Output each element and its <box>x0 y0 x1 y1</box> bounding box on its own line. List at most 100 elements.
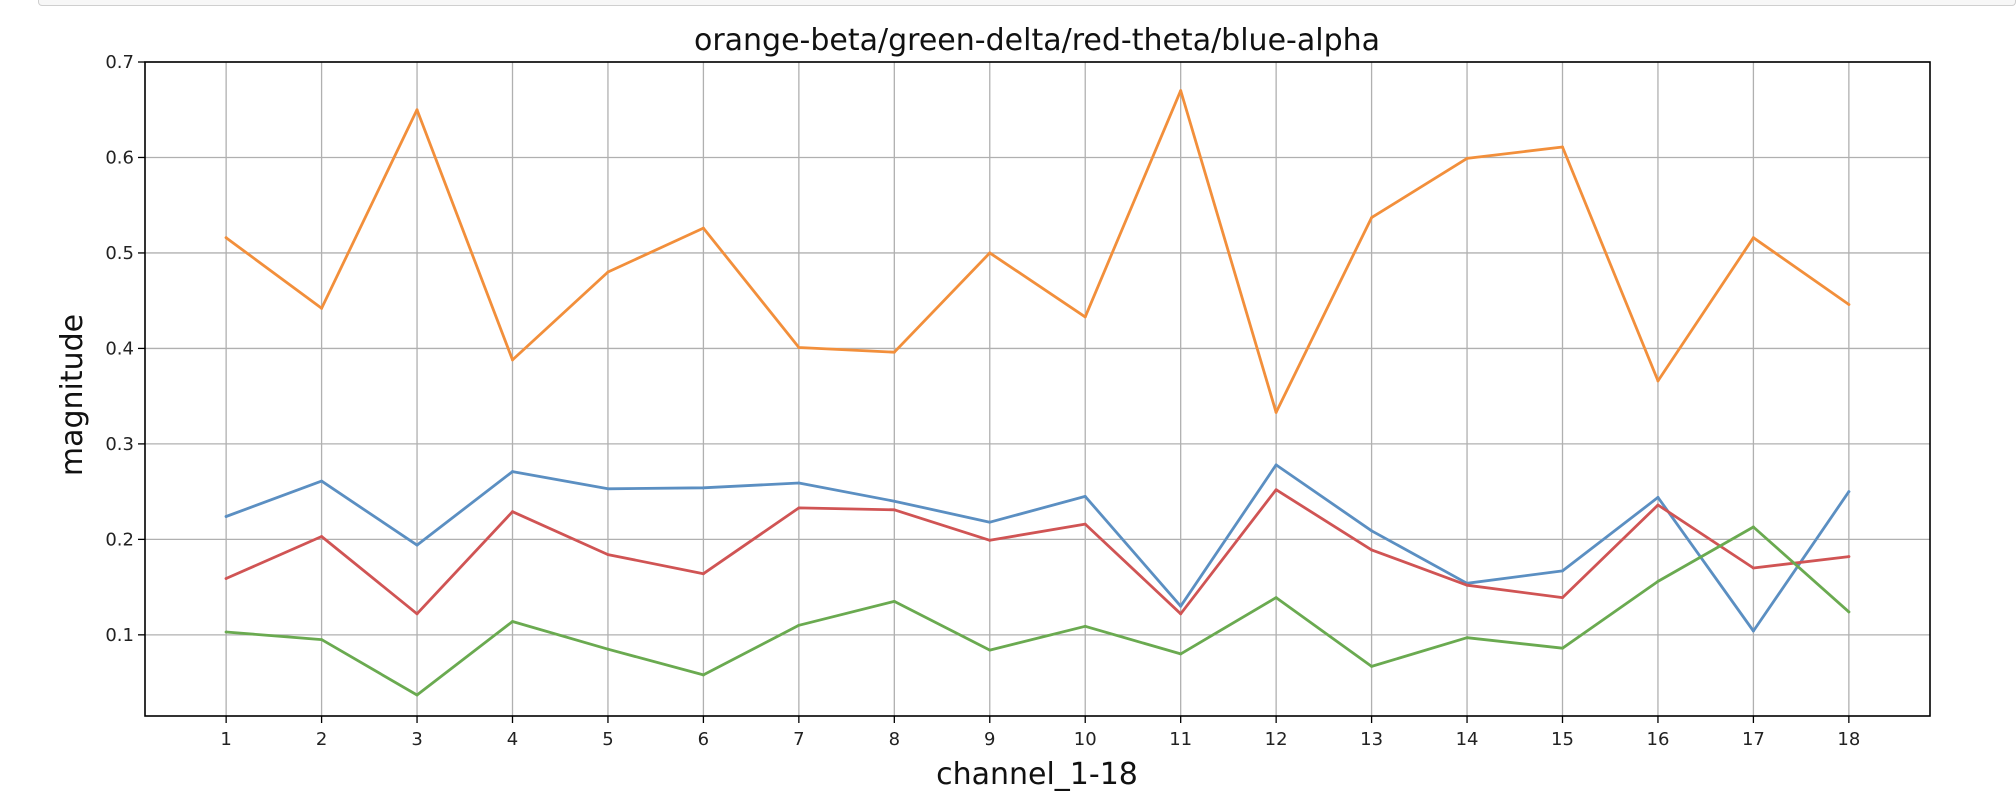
series-3-point <box>1274 488 1278 492</box>
series-4-point <box>415 693 419 697</box>
series-2-point <box>1656 495 1660 499</box>
y-tick-label: 0.6 <box>105 147 134 168</box>
x-tick-label: 7 <box>793 729 804 750</box>
series-4-point <box>892 600 896 603</box>
series-4-point <box>1083 624 1087 628</box>
x-tick-label: 13 <box>1360 729 1383 750</box>
series-1-point <box>892 350 896 354</box>
series-3-point <box>702 572 705 576</box>
series-3-point <box>1561 596 1564 600</box>
series-4-point <box>606 647 610 651</box>
x-tick-label: 8 <box>889 729 900 750</box>
series-3-point <box>415 612 419 616</box>
series-1-point <box>797 346 801 349</box>
series-2-point <box>1561 569 1564 573</box>
series-1-point <box>1847 303 1851 306</box>
series-line-1 <box>224 89 1851 414</box>
series-3-point <box>511 510 514 514</box>
series-4-point <box>1752 525 1755 529</box>
y-tick-label: 0.4 <box>105 338 134 359</box>
series-1-point <box>1465 157 1469 160</box>
series-2-point <box>988 520 992 524</box>
series-2-point <box>224 515 228 518</box>
series-2-point <box>320 479 323 483</box>
series-line-4 <box>224 525 1851 697</box>
series-3-point <box>1752 566 1755 570</box>
y-axis-label: magnitude <box>55 314 90 476</box>
series-4-point <box>702 673 705 677</box>
series-1-point <box>1274 410 1278 414</box>
series-2-point <box>1370 529 1373 533</box>
y-tick-label: 0.3 <box>105 434 134 455</box>
series-4-point <box>1370 664 1373 668</box>
x-tick-label: 5 <box>602 729 613 750</box>
series-1-point <box>1752 236 1755 240</box>
series-4-point <box>320 638 323 642</box>
y-tick-label: 0.7 <box>105 52 134 73</box>
series-2-point <box>1179 604 1183 608</box>
series-4-point <box>1847 610 1851 614</box>
series-2-point <box>606 487 610 491</box>
chart-title: orange-beta/green-delta/red-theta/blue-a… <box>694 23 1380 58</box>
series-line-2 <box>224 463 1851 633</box>
series-4-point <box>988 648 992 652</box>
series-line-3 <box>224 488 1851 616</box>
x-tick-label: 16 <box>1647 729 1670 750</box>
series-3-point <box>1179 612 1183 616</box>
x-tick-label: 4 <box>507 729 518 750</box>
series-4-point <box>1465 636 1469 640</box>
series-3-point <box>1656 503 1660 507</box>
y-tick-label: 0.2 <box>105 529 134 550</box>
series-2-point <box>1274 463 1278 467</box>
series-1-point <box>320 306 323 310</box>
series-1-point <box>1179 89 1183 93</box>
x-tick-label: 6 <box>698 729 709 750</box>
x-tick-label: 10 <box>1074 729 1097 750</box>
series-2-point <box>511 470 514 473</box>
series-2-point <box>415 543 419 547</box>
series-3-point <box>1847 555 1851 558</box>
x-tick-label: 3 <box>411 729 422 750</box>
x-tick-label: 18 <box>1837 729 1860 750</box>
series-3-point <box>988 538 992 542</box>
series-4-point <box>1656 579 1660 583</box>
series-1-point <box>1656 379 1660 383</box>
x-tick-label: 14 <box>1456 729 1479 750</box>
series-1-point <box>415 108 419 112</box>
series-4-point <box>1179 652 1183 656</box>
x-tick-label: 11 <box>1169 729 1192 750</box>
x-tick-label: 1 <box>220 729 231 750</box>
x-tick-label: 12 <box>1265 729 1288 750</box>
data-lines <box>224 89 1851 697</box>
series-2-point <box>1847 490 1851 494</box>
series-3-point <box>892 508 896 512</box>
series-3-point <box>320 535 323 538</box>
series-3-point <box>606 553 610 557</box>
series-1-point <box>606 270 610 274</box>
plot-area-border <box>144 61 1931 717</box>
series-3-point <box>1083 522 1087 526</box>
series-1-point <box>1561 145 1564 149</box>
series-4-point <box>511 620 514 623</box>
series-4-point <box>797 623 801 627</box>
series-1-point <box>511 358 514 362</box>
series-3-point <box>1370 548 1373 552</box>
series-2-point <box>797 481 801 485</box>
series-2-point <box>1083 495 1087 498</box>
series-4-point <box>1561 646 1564 650</box>
x-tick-label: 2 <box>316 729 327 750</box>
series-2-point <box>892 499 896 503</box>
x-tick-label: 9 <box>984 729 995 750</box>
series-2-point <box>702 486 705 490</box>
series-2-point <box>1752 629 1755 633</box>
series-1-point <box>988 251 992 255</box>
x-axis-label: channel_1-18 <box>936 757 1138 792</box>
series-3-point <box>797 506 801 510</box>
series-1-point <box>1370 216 1373 220</box>
axis-ticks: 1 2 3 4 5 6 7 8 9 10 11 12 13 14 15 16 17 180.10.20.30.40… <box>105 52 1860 750</box>
series-4-point <box>1274 596 1278 600</box>
x-tick-label: 15 <box>1551 729 1574 750</box>
series-1-point <box>1083 315 1087 319</box>
y-tick-label: 0.1 <box>105 625 134 646</box>
